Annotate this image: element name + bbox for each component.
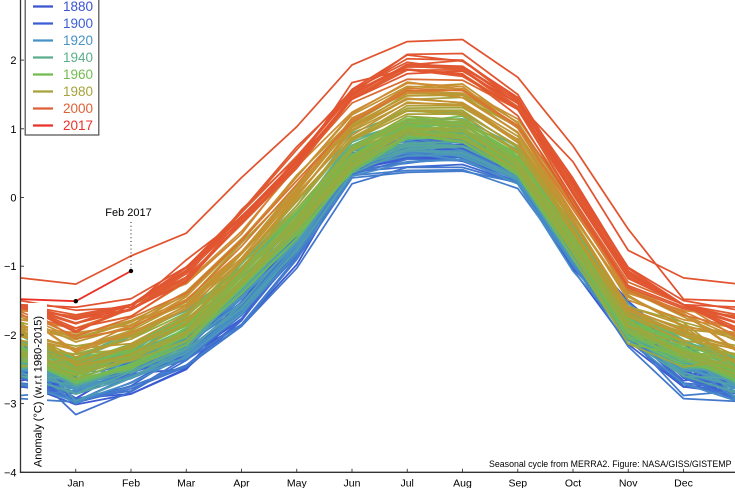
svg-text:0: 0 <box>10 193 16 205</box>
svg-text:Dec: Dec <box>674 478 693 488</box>
svg-text:2017: 2017 <box>63 118 93 133</box>
svg-text:−3: −3 <box>4 399 17 411</box>
svg-text:1960: 1960 <box>63 67 93 82</box>
svg-text:2000: 2000 <box>63 101 93 116</box>
svg-text:1920: 1920 <box>63 33 93 48</box>
svg-text:Feb: Feb <box>122 478 140 488</box>
svg-text:1980: 1980 <box>63 84 93 99</box>
svg-text:Jan: Jan <box>67 478 84 488</box>
svg-text:Apr: Apr <box>233 478 250 488</box>
svg-text:1880: 1880 <box>63 0 93 14</box>
svg-text:1: 1 <box>10 124 16 136</box>
svg-text:Aug: Aug <box>453 478 472 488</box>
svg-text:Sep: Sep <box>508 478 527 488</box>
svg-text:−2: −2 <box>4 330 17 342</box>
svg-text:1940: 1940 <box>63 50 93 65</box>
svg-text:−1: −1 <box>4 261 17 273</box>
svg-text:Anomaly (°C) (w.r.t 1980-2015): Anomaly (°C) (w.r.t 1980-2015) <box>33 316 45 467</box>
svg-text:May: May <box>287 478 308 488</box>
svg-text:Oct: Oct <box>565 478 581 488</box>
svg-text:Seasonal cycle from MERRA2. Fi: Seasonal cycle from MERRA2. Figure: NASA… <box>489 459 732 469</box>
svg-text:Nov: Nov <box>619 478 638 488</box>
svg-text:1900: 1900 <box>63 16 93 31</box>
svg-text:Jul: Jul <box>400 478 413 488</box>
svg-text:−4: −4 <box>4 467 17 479</box>
svg-text:Jun: Jun <box>344 478 361 488</box>
svg-text:2: 2 <box>10 55 16 67</box>
svg-text:Mar: Mar <box>177 478 196 488</box>
svg-text:Feb 2017: Feb 2017 <box>105 207 151 219</box>
